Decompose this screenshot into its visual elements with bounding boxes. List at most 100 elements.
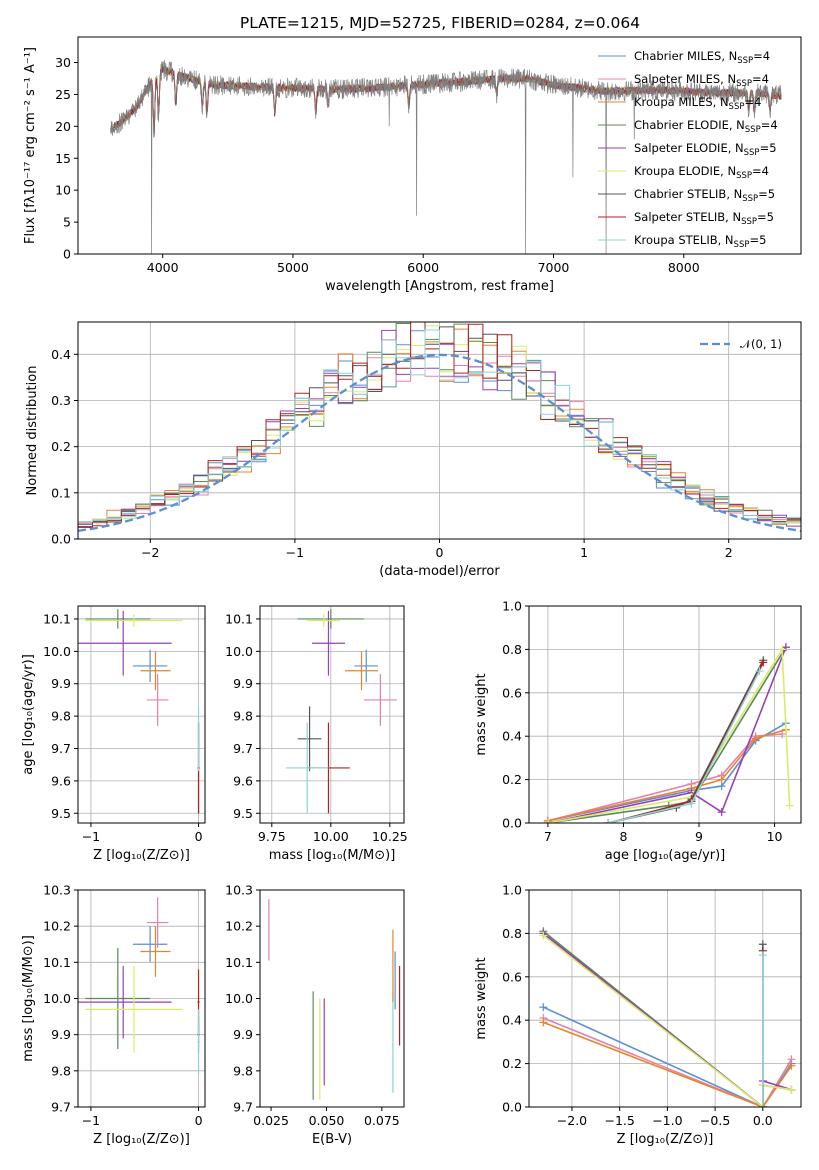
x-tick-label: −1.0: [652, 1113, 682, 1128]
y-tick-label: 9.9: [233, 1027, 253, 1042]
weight-marker: [781, 643, 790, 652]
errorbar-point: [307, 614, 341, 628]
y-tick-label: 0.8: [502, 642, 522, 657]
axes-frame: [528, 605, 802, 824]
legend-entry: Salpeter ELODIE, NSSP=5: [634, 141, 777, 158]
x-tick-label: 0.025: [253, 1113, 289, 1128]
x-tick-label: 10.00: [313, 829, 349, 844]
y-tick-label: 10.0: [225, 991, 253, 1006]
y-tick-label: 10.0: [43, 644, 71, 659]
y-tick-label: 10.3: [225, 883, 253, 898]
weight-marker: [687, 799, 696, 808]
y-axis-label: mass weight: [474, 957, 489, 1039]
axes-frame: [77, 605, 206, 824]
y-tick-label: 30: [55, 55, 71, 70]
y-tick-label: 0.6: [502, 969, 522, 984]
axes-frame: [77, 36, 802, 255]
y-tick-label: 9.9: [51, 1027, 71, 1042]
x-tick-label: 0: [195, 829, 203, 844]
y-tick-label: 9.7: [51, 741, 71, 756]
errorbar-point: [132, 649, 168, 683]
y-tick-label: 15: [55, 151, 71, 166]
weight-marker: [604, 819, 613, 823]
weight-line-chabrier-miles: [542, 1006, 793, 1107]
weight-marker: [787, 1085, 796, 1094]
figure-title: PLATE=1215, MJD=52725, FIBERID=0284, z=0…: [240, 14, 640, 32]
errorbar-point: [285, 722, 329, 814]
weight-line-salpeter-miles: [542, 1017, 793, 1107]
y-tick-label: 0.1: [51, 485, 71, 500]
weight-marker: [755, 667, 764, 676]
y-tick-label: 1.0: [502, 883, 522, 898]
y-tick-label: 9.9: [51, 676, 71, 691]
weight-marker: [539, 1018, 548, 1027]
y-tick-label: 0: [63, 247, 71, 262]
y-tick-label: 20: [55, 119, 71, 134]
plot-area: [543, 643, 794, 823]
y-tick-label: 5: [63, 215, 71, 230]
weight-marker: [539, 1003, 548, 1012]
y-tick-label: 0.2: [502, 772, 522, 787]
y-tick-label: 9.8: [233, 1063, 253, 1078]
weight-marker: [717, 775, 726, 784]
y-tick-label: 0.4: [51, 347, 71, 362]
errorbar-point: [197, 1009, 200, 1075]
legend-entry: Salpeter STELIB, NSSP=5: [634, 210, 774, 227]
weight-line-kroupa-elodie: [547, 646, 791, 823]
errorbar-point: [78, 610, 172, 676]
errorbar-point: [197, 706, 200, 772]
x-axis-label: Z [log₁₀(Z/Z⊙)]: [617, 1132, 714, 1147]
x-tick-label: 8000: [668, 260, 700, 275]
x-axis-label: mass [log₁₀(M/M⊙)]: [269, 848, 396, 863]
errorbar-point: [140, 926, 171, 977]
weight-marker: [758, 1103, 767, 1107]
panel-age-vs-mass: 9.75 10.00 10.25 9.5 9.6 9.7 9.8 9.9 10.0 10.1 mas…: [225, 605, 408, 863]
legend-entry: Kroupa STELIB, NSSP=5: [634, 233, 766, 250]
x-tick-label: 8: [619, 829, 627, 844]
y-tick-label: 10.1: [225, 611, 253, 626]
x-tick-label: −1: [82, 1113, 100, 1128]
x-tick-label: −1: [286, 545, 304, 560]
y-tick-label: 10.1: [43, 955, 71, 970]
errorbar-point: [354, 649, 379, 683]
y-tick-label: 10.1: [43, 611, 71, 626]
y-tick-label: 1.0: [502, 599, 522, 614]
x-tick-label: 2: [725, 545, 733, 560]
x-tick-label: 10: [767, 829, 783, 844]
axes-frame: [259, 605, 405, 824]
weight-marker: [787, 1061, 796, 1070]
weight-marker: [539, 931, 548, 940]
grid: [529, 889, 801, 1108]
x-tick-label: −1.5: [604, 1113, 634, 1128]
y-tick-label: 0.2: [502, 1056, 522, 1071]
y-tick-label: 10.2: [225, 919, 253, 934]
panel-weight-vs-age: 7 8 9 10 0.0 0.2 0.4 0.6 0.8 1.0 age [log₁₀(age/yr…: [474, 599, 802, 863]
y-tick-label: 0.0: [51, 532, 71, 547]
normal-curve: [78, 353, 801, 533]
errorbar-point: [146, 897, 169, 948]
x-tick-label: 0.0: [753, 1113, 773, 1128]
y-axis-label: mass [log₁₀(M/M⊙)]: [21, 935, 36, 1062]
weight-marker: [758, 951, 767, 960]
y-tick-label: 10.0: [43, 991, 71, 1006]
y-tick-label: 25: [55, 87, 71, 102]
y-tick-label: 0.0: [502, 816, 522, 831]
panel-mass-vs-ebv: 0.025 0.050 0.075 9.7 9.8 9.9 10.0 10.1 10.2 10.3…: [225, 883, 405, 1147]
errorbar-point: [311, 610, 345, 676]
x-axis-label: wavelength [Angstrom, rest frame]: [325, 279, 554, 294]
plot-area: [78, 609, 200, 814]
weight-marker: [751, 734, 760, 743]
y-tick-label: 9.9: [233, 676, 253, 691]
y-axis-label: age [log₁₀(age/yr)]: [21, 654, 36, 775]
y-tick-label: 10.1: [225, 955, 253, 970]
errorbar-point: [344, 651, 379, 691]
x-tick-label: 9.75: [258, 829, 286, 844]
errorbar-point: [363, 674, 397, 726]
y-tick-label: 9.6: [51, 773, 71, 788]
weight-line-kroupa-miles: [543, 1021, 793, 1107]
y-tick-label: 9.5: [233, 806, 253, 821]
y-tick-label: 9.7: [51, 1100, 71, 1115]
x-axis-label: Z [log₁₀(Z/Z⊙)]: [93, 1132, 190, 1147]
weight-line-chabrier-elodie: [547, 646, 787, 823]
